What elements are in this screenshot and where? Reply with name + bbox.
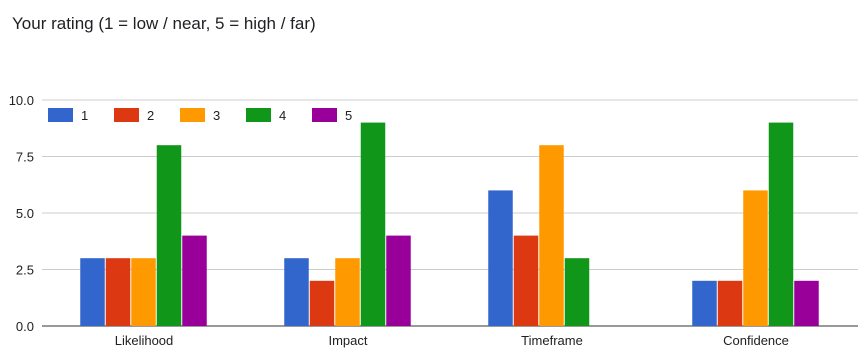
bar-confidence-series-3 <box>743 190 768 326</box>
x-tick-label: Impact <box>328 333 367 348</box>
bars <box>80 122 819 326</box>
bar-confidence-series-5 <box>794 280 819 326</box>
x-tick-label: Timeframe <box>521 333 583 348</box>
legend-label: 5 <box>345 108 352 123</box>
y-axis-ticks: 0.0 2.5 5.0 7.5 10.0 <box>9 93 34 334</box>
legend-swatch <box>312 108 337 122</box>
x-tick-label: Confidence <box>723 333 789 348</box>
bar-impact-series-1 <box>284 258 309 326</box>
legend-label: 2 <box>147 108 154 123</box>
chart-title: Your rating (1 = low / near, 5 = high / … <box>12 14 316 33</box>
bar-timeframe-series-2 <box>513 235 539 326</box>
legend-swatch <box>180 108 205 122</box>
bar-likelihood-series-4 <box>156 145 182 326</box>
bar-likelihood-series-1 <box>80 258 105 326</box>
legend-swatch <box>246 108 271 122</box>
bar-impact-series-3 <box>335 258 360 326</box>
bar-timeframe-series-1 <box>488 190 513 326</box>
legend-label: 3 <box>213 108 220 123</box>
bar-likelihood-series-3 <box>131 258 156 326</box>
bar-impact-series-4 <box>360 122 386 326</box>
bar-timeframe-series-3 <box>539 145 564 326</box>
x-tick-label: Likelihood <box>115 333 174 348</box>
legend-label: 4 <box>279 108 286 123</box>
bar-likelihood-series-5 <box>182 235 207 326</box>
y-tick-label: 2.5 <box>16 263 34 278</box>
bar-impact-series-2 <box>309 280 335 326</box>
legend-label: 1 <box>81 108 88 123</box>
x-axis-ticks: Likelihood Impact Timeframe Confidence <box>115 333 789 348</box>
legend: 1 2 3 4 5 <box>48 108 352 123</box>
bar-impact-series-5 <box>386 235 411 326</box>
y-tick-label: 10.0 <box>9 93 34 108</box>
bar-timeframe-series-4 <box>564 258 590 326</box>
y-tick-label: 5.0 <box>16 206 34 221</box>
legend-swatch <box>48 108 73 122</box>
bar-likelihood-series-2 <box>105 258 131 326</box>
bar-confidence-series-4 <box>768 122 794 326</box>
bar-confidence-series-1 <box>692 280 717 326</box>
y-tick-label: 7.5 <box>16 150 34 165</box>
legend-swatch <box>114 108 139 122</box>
bar-confidence-series-2 <box>717 280 743 326</box>
y-tick-label: 0.0 <box>16 319 34 334</box>
